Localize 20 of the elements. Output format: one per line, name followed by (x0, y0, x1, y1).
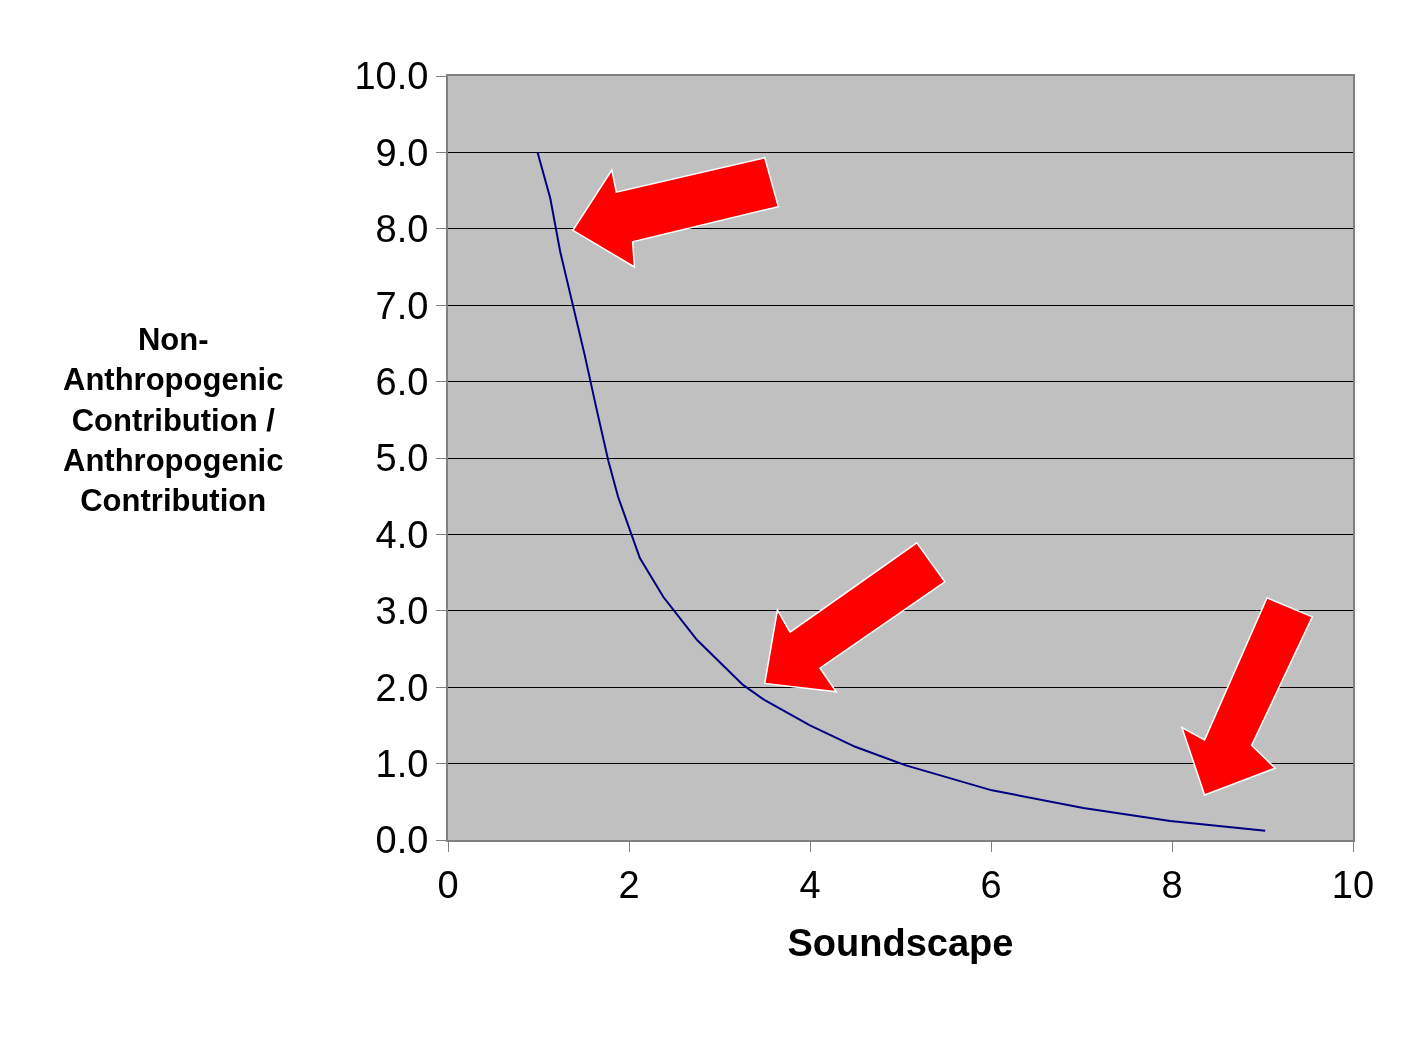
x-axis-title: Soundscape (787, 922, 1014, 965)
y-tick-label: 6.0 (375, 360, 429, 403)
x-tick-label: 0 (437, 863, 459, 906)
y-axis-title: Non-Anthropogenic Contribution / Anthropogenic Contribution (63, 322, 284, 519)
y-tick-label: 5.0 (375, 437, 429, 480)
y-tick-label: 8.0 (375, 208, 429, 251)
line-series (536, 151, 1267, 832)
x-tick-label: 6 (980, 863, 1002, 906)
y-tick-label: 2.0 (375, 666, 429, 709)
y-tick-label: 10.0 (354, 55, 429, 98)
y-tick-label: 0.0 (375, 819, 429, 862)
x-tick-label: 4 (799, 863, 821, 906)
y-tick-label: 1.0 (375, 742, 429, 785)
y-tick-label: 4.0 (375, 513, 429, 556)
y-tick-label: 7.0 (375, 284, 429, 327)
y-tick-label: 3.0 (375, 590, 429, 633)
x-tick-label: 10 (1331, 863, 1375, 906)
x-tick-label: 2 (618, 863, 640, 906)
y-tick-label: 9.0 (375, 131, 429, 174)
x-tick-label: 8 (1161, 863, 1183, 906)
